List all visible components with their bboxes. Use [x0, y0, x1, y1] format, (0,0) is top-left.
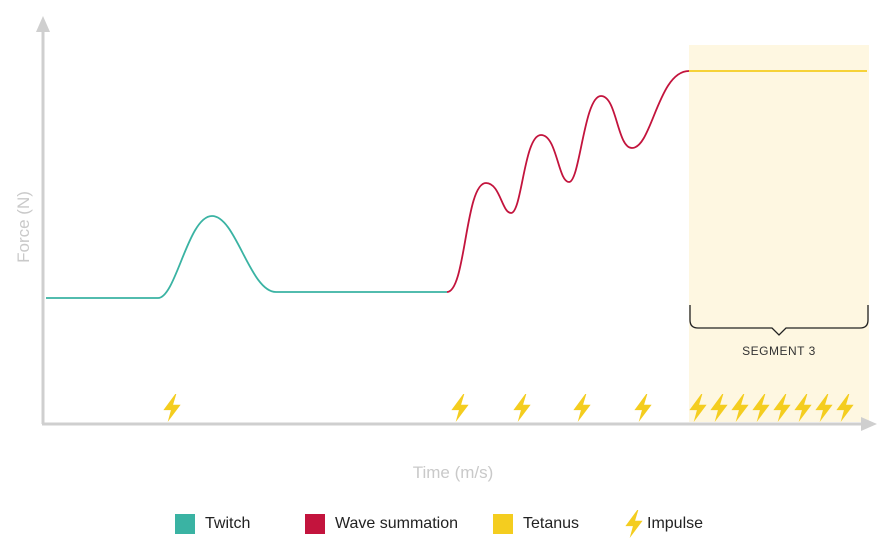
twitch-swatch: [175, 514, 195, 534]
y-axis-label: Force (N): [14, 191, 33, 263]
legend-label-twitch: Twitch: [205, 515, 251, 532]
x-axis-arrow: [861, 417, 877, 431]
legend-item-wave-summation: Wave summation: [305, 510, 458, 538]
x-axis-label: Time (m/s): [413, 463, 494, 482]
legend: Twitch Wave summation Tetanus Impulse: [0, 510, 893, 538]
wave-summation-swatch: [305, 514, 325, 534]
legend-item-twitch: Twitch: [175, 510, 250, 538]
y-axis-arrow: [36, 16, 50, 32]
segment-3-region: [689, 45, 869, 422]
segment-3-label: SEGMENT 3: [742, 344, 816, 358]
legend-label-impulse: Impulse: [647, 515, 704, 532]
legend-item-impulse: Impulse: [623, 510, 703, 538]
legend-label-tetanus: Tetanus: [523, 515, 580, 532]
impulse-bolt-icon: [634, 394, 652, 422]
legend-label-wave-summation: Wave summation: [335, 515, 458, 532]
segment-3-bracket: [689, 305, 869, 336]
twitch-curve: [46, 215, 447, 299]
impulse-bolt-icon: [163, 394, 181, 422]
axes: [41, 28, 866, 426]
impulse-bolt-icon: [625, 510, 643, 538]
impulse-bolt-icon: [573, 394, 591, 422]
impulse-bolt-icon: [451, 394, 469, 422]
tetanus-swatch: [493, 514, 513, 534]
legend-item-tetanus: Tetanus: [493, 510, 579, 538]
impulse-bolt-icon: [513, 394, 531, 422]
wave-summation-curve: [446, 70, 690, 293]
